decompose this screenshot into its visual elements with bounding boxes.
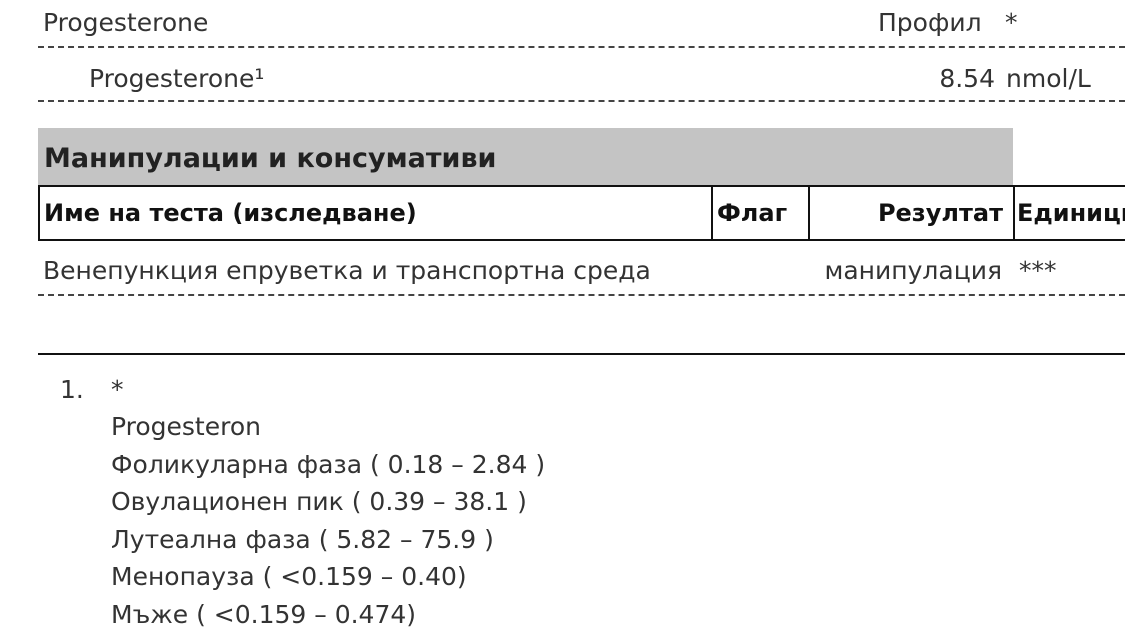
footnote-line: Мъже ( <0.159 – 0.474) [111,600,417,629]
result-unit: nmol/L [1006,64,1091,93]
divider [38,100,1125,102]
header-cell: Флаг [717,199,788,227]
row-name: Венепункция епруветка и транспортна сред… [43,256,651,285]
profile-name: Progesterone [43,8,209,37]
section-title: Манипулации и консумативи [44,143,497,174]
divider [38,294,1125,296]
column-separator [1013,187,1015,239]
column-separator [711,187,713,239]
section-header: Манипулации и консумативи [38,128,1013,185]
profile-mark: * [1005,8,1018,37]
divider [38,46,1125,48]
footnote-line: Фоликуларна фаза ( 0.18 – 2.84 ) [111,449,546,479]
row-unit: *** [1019,256,1057,285]
footnote-number: 1. [60,375,84,404]
result-value: 8.54 [939,64,995,93]
result-name: Progesterone¹ [89,64,265,93]
header-cell: Резултат [877,199,1003,227]
footnote-line: Менопауза ( <0.159 – 0.40) [111,562,467,592]
profile-type: Профил [878,8,982,37]
footnote-line: Овулационен пик ( 0.39 – 38.1 ) [111,487,527,517]
footer-rule [38,353,1125,355]
column-separator [808,187,810,239]
row-result: манипулация [824,256,1002,285]
footnote-line: Лутеална фаза ( 5.82 – 75.9 ) [111,524,494,554]
footnote-line: Progesteron [111,412,261,441]
footnote-mark: * [111,375,124,404]
header-cell: Единици [1017,199,1125,227]
header-cell: Име на теста (изследване) [44,199,417,227]
table-header: Име на теста (изследване) Флаг Резултат … [38,185,1125,241]
